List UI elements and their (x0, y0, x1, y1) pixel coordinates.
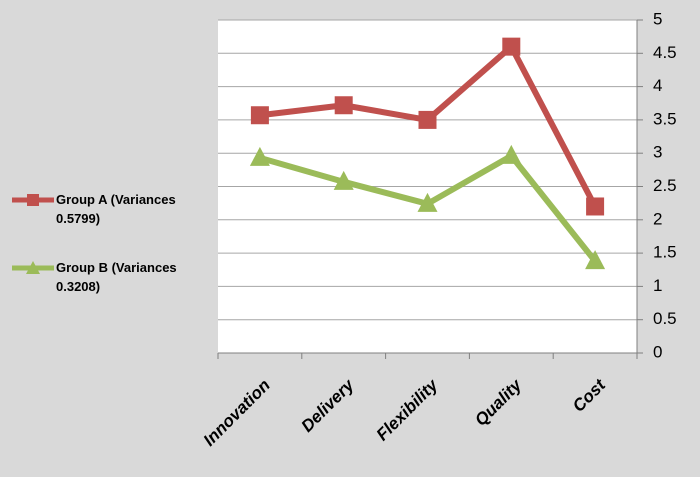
x-tick-label: Innovation (200, 376, 274, 450)
y-tick-label: 3 (653, 143, 662, 162)
point (249, 146, 270, 166)
point (333, 170, 354, 190)
y-tick-label: 5 (653, 9, 662, 28)
point (502, 37, 521, 56)
x-tick-label: Delivery (297, 374, 358, 435)
point (334, 96, 353, 115)
y-tick-label: 1.5 (653, 243, 677, 262)
legend-label: Group B (Variances 0.3208) (56, 260, 177, 294)
legend-marker (27, 194, 39, 206)
point (418, 110, 437, 129)
y-tick-label: 2 (653, 209, 662, 228)
point (586, 197, 605, 216)
x-tick-label: Quality (471, 374, 526, 429)
point (250, 106, 269, 125)
legend-label: Group A (Variances 0.5799) (56, 192, 176, 226)
x-tick-label: Flexibility (373, 374, 443, 444)
y-tick-label: 0 (653, 342, 662, 361)
legend-item (12, 194, 54, 206)
y-tick-label: 3.5 (653, 109, 677, 128)
y-tick-label: 1 (653, 276, 662, 295)
legend-marker (26, 261, 40, 274)
x-tick-label: Cost (569, 375, 610, 416)
y-tick-label: 0.5 (653, 309, 677, 328)
point (501, 144, 522, 164)
legend-item (12, 261, 54, 274)
point (585, 250, 606, 270)
point (417, 192, 438, 212)
y-tick-label: 2.5 (653, 176, 677, 195)
y-tick-label: 4 (653, 76, 662, 95)
y-tick-label: 4.5 (653, 43, 677, 62)
